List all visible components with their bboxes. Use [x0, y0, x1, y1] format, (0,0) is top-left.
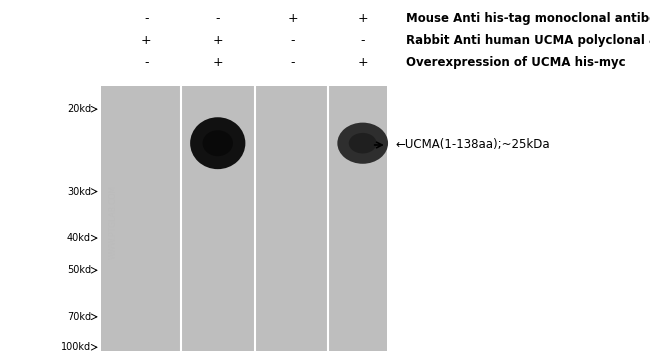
Text: ←UCMA(1-138aa);~25kDa: ←UCMA(1-138aa);~25kDa [395, 139, 550, 151]
Text: +: + [213, 34, 223, 47]
Text: -: - [291, 34, 294, 47]
Ellipse shape [203, 130, 233, 156]
Text: +: + [141, 34, 151, 47]
Text: WWW.PTGLAB.COM: WWW.PTGLAB.COM [109, 185, 118, 259]
Text: 50kd: 50kd [67, 265, 91, 275]
Text: Mouse Anti his-tag monoclonal antibody: Mouse Anti his-tag monoclonal antibody [406, 12, 650, 25]
Bar [101, 86, 387, 351]
Ellipse shape [190, 117, 246, 169]
Text: -: - [361, 34, 365, 47]
Text: Overexpression of UCMA his-myc: Overexpression of UCMA his-myc [406, 56, 626, 69]
Text: -: - [144, 12, 148, 25]
Text: 40kd: 40kd [67, 233, 91, 243]
Text: +: + [358, 56, 368, 69]
Ellipse shape [337, 122, 388, 164]
Text: +: + [287, 12, 298, 25]
Text: -: - [216, 12, 220, 25]
Text: -: - [144, 56, 148, 69]
Text: 30kd: 30kd [67, 187, 91, 197]
Text: 70kd: 70kd [67, 312, 91, 322]
Text: +: + [358, 12, 368, 25]
Text: Rabbit Anti human UCMA polyclonal antibody: Rabbit Anti human UCMA polyclonal antibo… [406, 34, 650, 47]
Ellipse shape [349, 133, 376, 154]
Text: -: - [291, 56, 294, 69]
Text: 20kd: 20kd [67, 104, 91, 114]
Text: 100kd: 100kd [61, 342, 91, 352]
Text: +: + [213, 56, 223, 69]
